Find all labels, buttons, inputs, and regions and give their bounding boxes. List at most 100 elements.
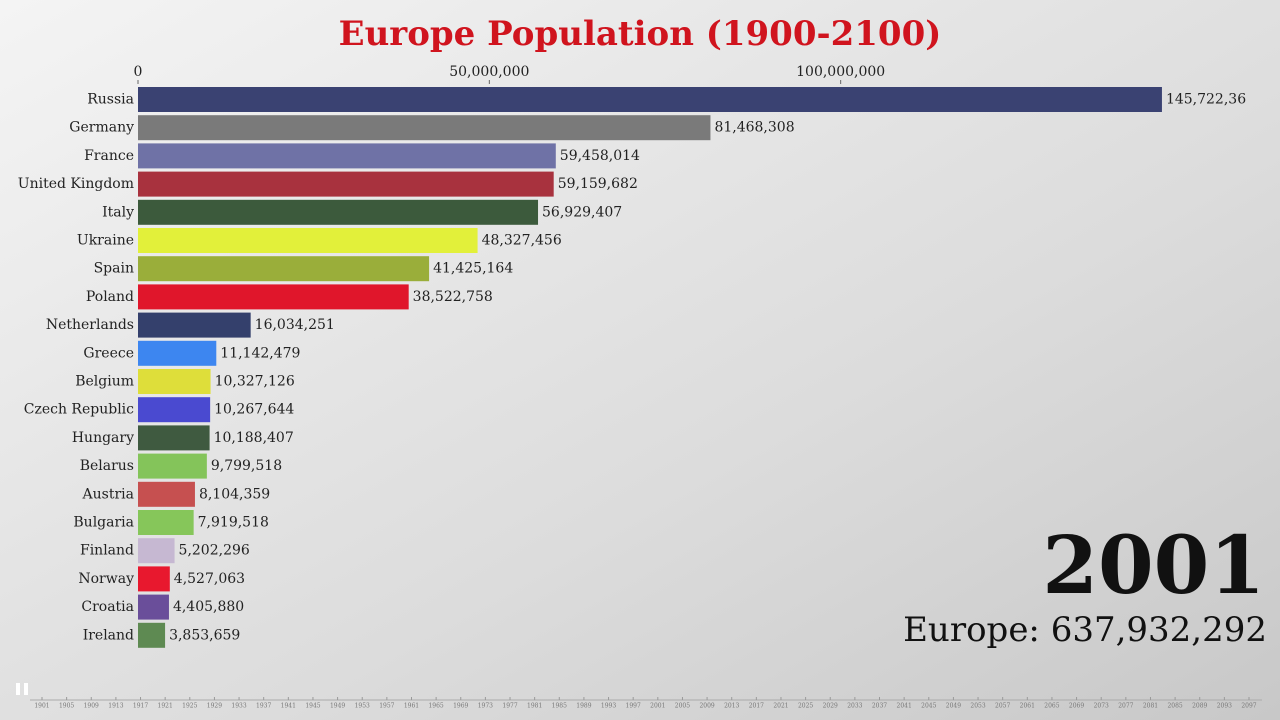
y-tick-label: Italy: [102, 204, 134, 220]
bar: [138, 453, 207, 479]
value-label: 7,919,518: [198, 515, 269, 531]
timeline-label: 1989: [576, 703, 591, 710]
timeline-label: 2005: [675, 703, 690, 710]
x-tick-label: 100,000,000: [796, 64, 885, 80]
timeline-label: 2013: [724, 703, 739, 710]
timeline-label: 1917: [133, 703, 148, 710]
timeline-label: 2049: [946, 703, 961, 710]
timeline-label: 2029: [823, 703, 838, 710]
timeline-label: 2081: [1143, 703, 1158, 710]
y-tick-label: Croatia: [81, 599, 134, 615]
timeline-label: 1985: [552, 703, 567, 710]
bar: [138, 312, 251, 338]
y-tick-label: Spain: [94, 261, 134, 277]
value-label: 10,267,644: [214, 402, 294, 418]
y-tick-label: Greece: [83, 345, 134, 361]
bar: [138, 87, 1162, 112]
timeline-label: 2017: [749, 703, 764, 710]
bar: [138, 566, 170, 592]
value-label: 16,034,251: [255, 317, 335, 333]
timeline-label: 1949: [330, 703, 345, 710]
value-label: 3,853,659: [169, 627, 240, 643]
timeline-label: 2025: [798, 703, 813, 710]
value-label: 9,799,518: [211, 458, 282, 474]
pause-icon[interactable]: [24, 683, 28, 695]
value-label: 81,468,308: [714, 120, 794, 136]
timeline-label: 1997: [626, 703, 641, 710]
y-tick-label: Ireland: [83, 627, 134, 643]
value-label: 59,159,682: [558, 176, 638, 192]
timeline-label: 1933: [231, 703, 246, 710]
bar: [138, 340, 217, 366]
value-label: 145,722,36: [1166, 92, 1246, 108]
bar: [138, 171, 554, 197]
timeline-label: 1961: [404, 703, 419, 710]
x-tick-label: 0: [134, 64, 143, 80]
timeline-label: 2053: [970, 703, 985, 710]
bar: [138, 397, 211, 423]
timeline-label: 2009: [699, 703, 714, 710]
timeline-label: 2061: [1020, 703, 1035, 710]
timeline-label: 1929: [207, 703, 222, 710]
x-tick-label: 50,000,000: [449, 64, 529, 80]
timeline-label: 1905: [59, 703, 74, 710]
bar: [138, 622, 166, 648]
timeline-label: 2001: [650, 703, 665, 710]
y-tick-label: Germany: [69, 120, 134, 136]
timeline-label: 1901: [34, 703, 49, 710]
timeline-label: 1965: [428, 703, 443, 710]
timeline-label: 2021: [773, 703, 788, 710]
y-tick-label: France: [84, 148, 134, 164]
timeline-label: 2041: [897, 703, 912, 710]
pause-icon[interactable]: [16, 683, 20, 695]
timeline-label: 2065: [1044, 703, 1059, 710]
y-tick-label: Finland: [80, 543, 134, 559]
bar: [138, 256, 430, 282]
timeline-label: 1925: [182, 703, 197, 710]
y-tick-label: Hungary: [72, 430, 134, 446]
timeline-label: 1993: [601, 703, 616, 710]
y-tick-label: Belarus: [80, 458, 134, 474]
timeline-label: 2093: [1217, 703, 1232, 710]
timeline-label: 2073: [1094, 703, 1109, 710]
timeline-label: 1913: [108, 703, 123, 710]
timeline-label: 1977: [502, 703, 517, 710]
timeline-label: 2045: [921, 703, 936, 710]
timeline-label: 1953: [355, 703, 370, 710]
value-label: 11,142,479: [220, 345, 300, 361]
timeline-label: 2057: [995, 703, 1010, 710]
timeline-label: 1981: [527, 703, 542, 710]
bar: [138, 481, 195, 507]
timeline-label: 1941: [281, 703, 296, 710]
timeline-label: 2037: [872, 703, 887, 710]
value-label: 10,327,126: [215, 374, 295, 390]
bar: [138, 228, 478, 253]
timeline-label: 1909: [84, 703, 99, 710]
y-tick-label: Norway: [78, 571, 134, 587]
y-tick-label: Austria: [82, 486, 134, 502]
y-tick-label: Belgium: [75, 374, 134, 390]
bar: [138, 369, 211, 394]
y-tick-label: United Kingdom: [18, 176, 134, 192]
value-label: 59,458,014: [560, 148, 640, 164]
value-label: 56,929,407: [542, 204, 622, 220]
value-label: 4,405,880: [173, 599, 244, 615]
bar: [138, 115, 711, 141]
y-tick-label: Bulgaria: [73, 515, 134, 531]
chart-title: Europe Population (1900-2100): [339, 14, 942, 54]
bar: [138, 538, 175, 564]
timeline-label: 1945: [305, 703, 320, 710]
value-label: 38,522,758: [413, 289, 493, 305]
value-label: 48,327,456: [482, 233, 562, 249]
timeline-label: 2097: [1241, 703, 1256, 710]
timeline-label: 1969: [453, 703, 468, 710]
timeline-label: 2069: [1069, 703, 1084, 710]
value-label: 5,202,296: [179, 543, 250, 559]
y-tick-label: Czech Republic: [24, 402, 134, 418]
y-tick-label: Poland: [86, 289, 134, 305]
year-label: 2001: [1042, 518, 1265, 612]
bar: [138, 284, 409, 310]
timeline-label: 1937: [256, 703, 271, 710]
